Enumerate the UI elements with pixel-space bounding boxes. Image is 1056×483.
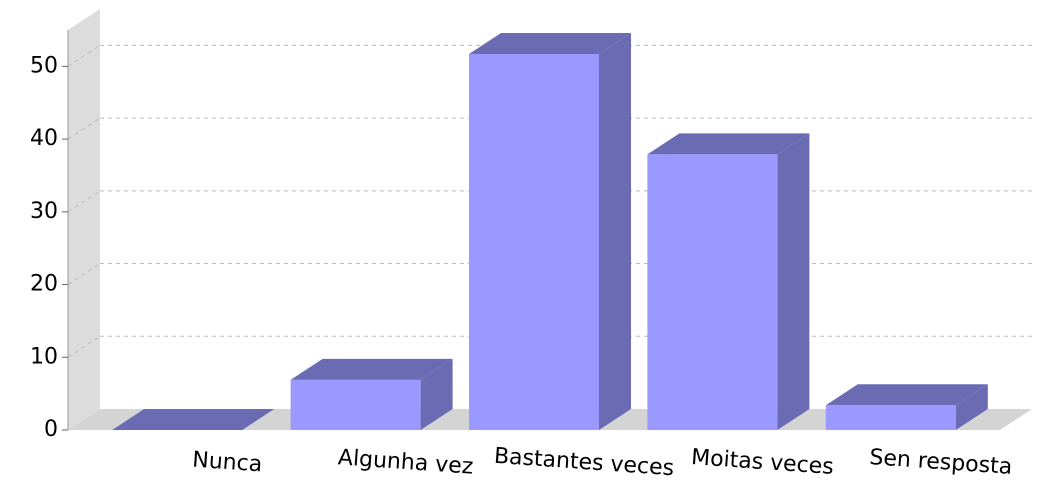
- bar-front: [647, 154, 778, 430]
- back-wall: [68, 9, 100, 430]
- y-tick-label: 50: [30, 53, 58, 78]
- grid-line: [67, 117, 101, 140]
- grid-line: [67, 263, 101, 285]
- bar-top: [290, 358, 453, 380]
- bar-top: [112, 409, 275, 430]
- x-tick-label: Moitas veces: [690, 445, 834, 480]
- y-tick-label: 0: [44, 417, 58, 442]
- bar-top: [647, 133, 810, 155]
- bar-side: [777, 133, 810, 430]
- x-tick-label: Bastantes veces: [493, 444, 675, 482]
- bar: [112, 409, 275, 430]
- x-tick-label: Nunca: [191, 448, 262, 478]
- x-tick-label: Algunha vez: [337, 445, 474, 479]
- bar-side: [955, 384, 988, 430]
- bar-top: [469, 33, 631, 54]
- bar-front: [469, 54, 599, 430]
- bar-front: [290, 379, 421, 430]
- y-tick-label: 10: [30, 344, 58, 369]
- y-tick-label: 30: [30, 199, 58, 224]
- grid-line: [67, 335, 101, 358]
- y-tick-label: 40: [30, 126, 58, 151]
- bar-side: [599, 33, 631, 430]
- grid-line: [67, 190, 101, 213]
- bar-top: [825, 384, 988, 406]
- bar-front: [825, 405, 956, 430]
- bar: [647, 133, 810, 430]
- x-tick-label: Sen resposta: [869, 445, 1013, 480]
- grid-line: [67, 44, 101, 67]
- y-tick-label: 20: [30, 272, 58, 297]
- bar: [290, 358, 453, 430]
- bar: [825, 384, 988, 430]
- bar-side: [420, 358, 453, 430]
- bar: [469, 33, 631, 430]
